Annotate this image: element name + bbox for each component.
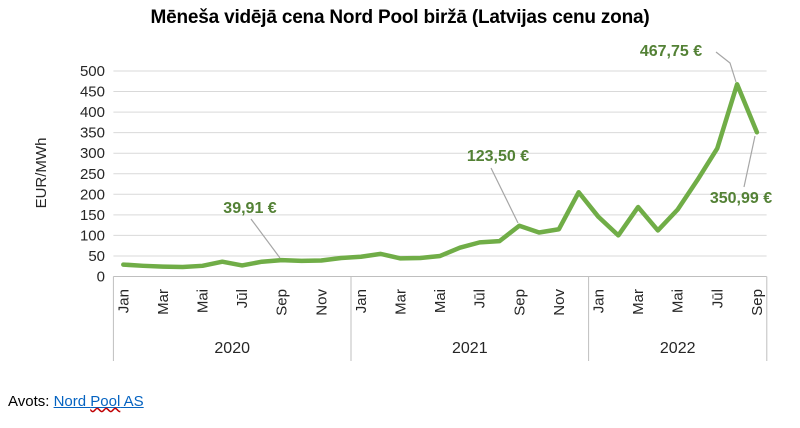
annotation-leader-line: [490, 167, 519, 224]
month-tick-label: Nov: [551, 289, 568, 316]
y-axis-title: EUR/MWh: [33, 138, 50, 209]
y-tick-label: 250: [80, 166, 105, 183]
annotation-leader-line: [743, 135, 756, 188]
y-tick-label: 450: [80, 84, 105, 101]
annotation-leader-line: [715, 51, 737, 83]
month-tick-label: Sep: [274, 289, 291, 316]
month-tick-label: Jūl: [709, 289, 726, 308]
month-tick-label: Jan: [591, 289, 608, 313]
annotation-leader-line: [250, 218, 281, 259]
y-tick-label: 350: [80, 125, 105, 142]
month-tick-label: Mar: [630, 289, 647, 315]
price-line: [121, 82, 760, 270]
month-tick-label: Sep: [749, 289, 766, 316]
month-tick-label: Mai: [432, 289, 449, 313]
y-tick-label: 150: [80, 207, 105, 224]
annotation-label: 350,99 €: [710, 190, 772, 207]
y-tick-label: 400: [80, 104, 105, 121]
price-line-chart: 0 50 100 150 200 250 300 350 400 450 500 EUR/MWh Jan…: [33, 43, 772, 361]
y-tick-label: 0: [97, 269, 105, 286]
annotation-label: 467,75 €: [640, 43, 702, 60]
source-link[interactable]: Nord Pool AS: [54, 393, 144, 410]
month-tick-label: Mar: [393, 289, 410, 315]
month-tick-label: Nov: [313, 289, 330, 316]
month-tick-label: Mar: [155, 289, 172, 315]
source-link-part2: Pool: [90, 393, 121, 410]
source-line: Avots: Nord Pool AS: [8, 393, 144, 410]
chart-title: Mēneša vidējā cena Nord Pool biržā (Latv…: [150, 7, 650, 28]
source-label: Avots:: [8, 393, 50, 410]
year-label: 2020: [214, 340, 250, 357]
y-tick-label: 200: [80, 186, 105, 203]
year-label: 2021: [452, 340, 488, 357]
month-tick-label: Sep: [511, 289, 528, 316]
year-label: 2022: [660, 340, 696, 357]
y-tick-label: 300: [80, 145, 105, 162]
month-tick-label: Jūl: [472, 289, 489, 308]
y-tick-label: 100: [80, 227, 105, 244]
annotation-label: 39,91 €: [223, 200, 276, 217]
month-tick-label: Mai: [195, 289, 212, 313]
y-tick-label: 50: [88, 248, 105, 265]
source-link-part1: Nord: [53, 393, 91, 410]
month-tick-label: Jan: [115, 289, 132, 313]
month-tick-label: Jūl: [234, 289, 251, 308]
month-tick-label: Jan: [353, 289, 370, 313]
source-link-part3: AS: [120, 393, 144, 410]
y-tick-label: 500: [80, 63, 105, 80]
month-tick-label: Mai: [670, 289, 687, 313]
annotation-label: 123,50 €: [467, 148, 529, 165]
